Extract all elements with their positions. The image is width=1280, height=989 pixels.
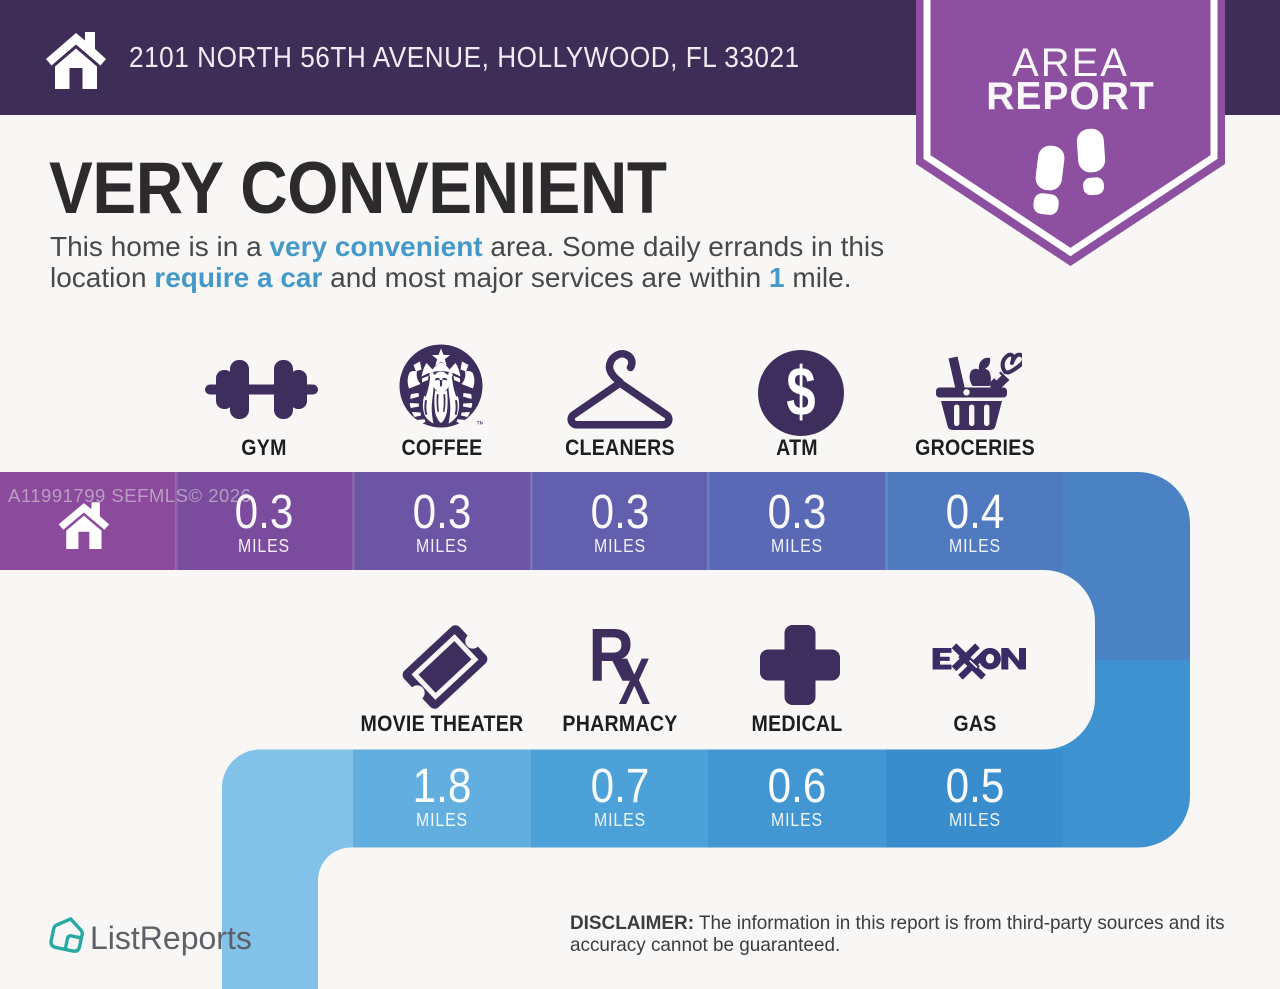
svg-text:REPORT: REPORT [986, 75, 1155, 118]
svg-text:$: $ [786, 353, 815, 431]
svg-text:X: X [619, 645, 651, 708]
svg-text:™: ™ [476, 419, 483, 428]
svg-text:R: R [589, 612, 634, 696]
svg-text:AREA: AREA [1012, 41, 1129, 85]
